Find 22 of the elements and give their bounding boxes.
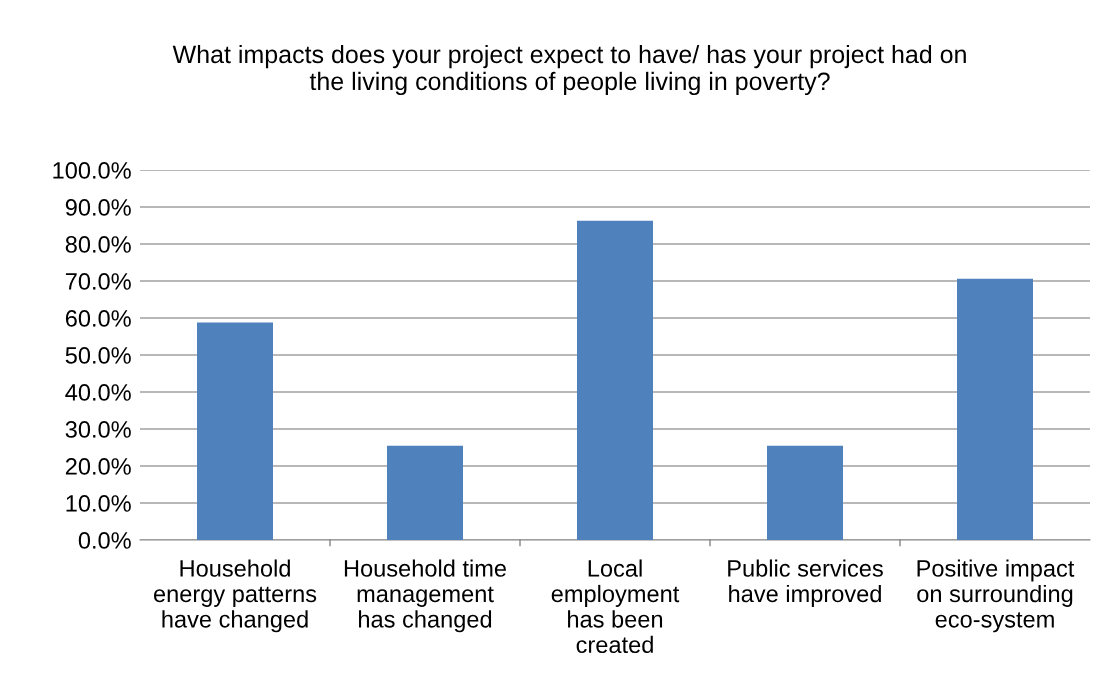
- bar: [387, 445, 463, 540]
- y-tick-label: 50.0%: [65, 347, 131, 364]
- y-tick-label: 90.0%: [65, 199, 131, 216]
- x-tick-label: Positive impact on surrounding eco-system: [917, 559, 1075, 633]
- y-tick-label: 20.0%: [65, 458, 131, 475]
- x-tick-label: Local employment has been created: [551, 559, 680, 654]
- y-tick-label: 40.0%: [65, 384, 131, 401]
- x-tick-label: Household energy patterns have changed: [153, 559, 317, 633]
- bar: [767, 445, 843, 540]
- y-tick-label: 60.0%: [65, 310, 131, 327]
- y-tick-label: 10.0%: [66, 495, 131, 512]
- y-tick-label: 30.0%: [65, 421, 131, 438]
- y-tick-label: 100.0%: [53, 162, 131, 179]
- x-tick-label: Household time management has changed: [344, 559, 506, 633]
- y-tick-label: 80.0%: [65, 236, 131, 253]
- x-tick-label: Public services have improved: [728, 559, 883, 607]
- bar: [957, 278, 1033, 540]
- y-tick-label: 70.0%: [65, 273, 131, 290]
- y-tick-label: 0.0%: [78, 532, 131, 549]
- bar: [197, 322, 273, 540]
- bar: [577, 220, 653, 540]
- chart-title: What impacts does your project expect to have/ has your project had on the living conditions of people living in poverty?: [172, 44, 966, 96]
